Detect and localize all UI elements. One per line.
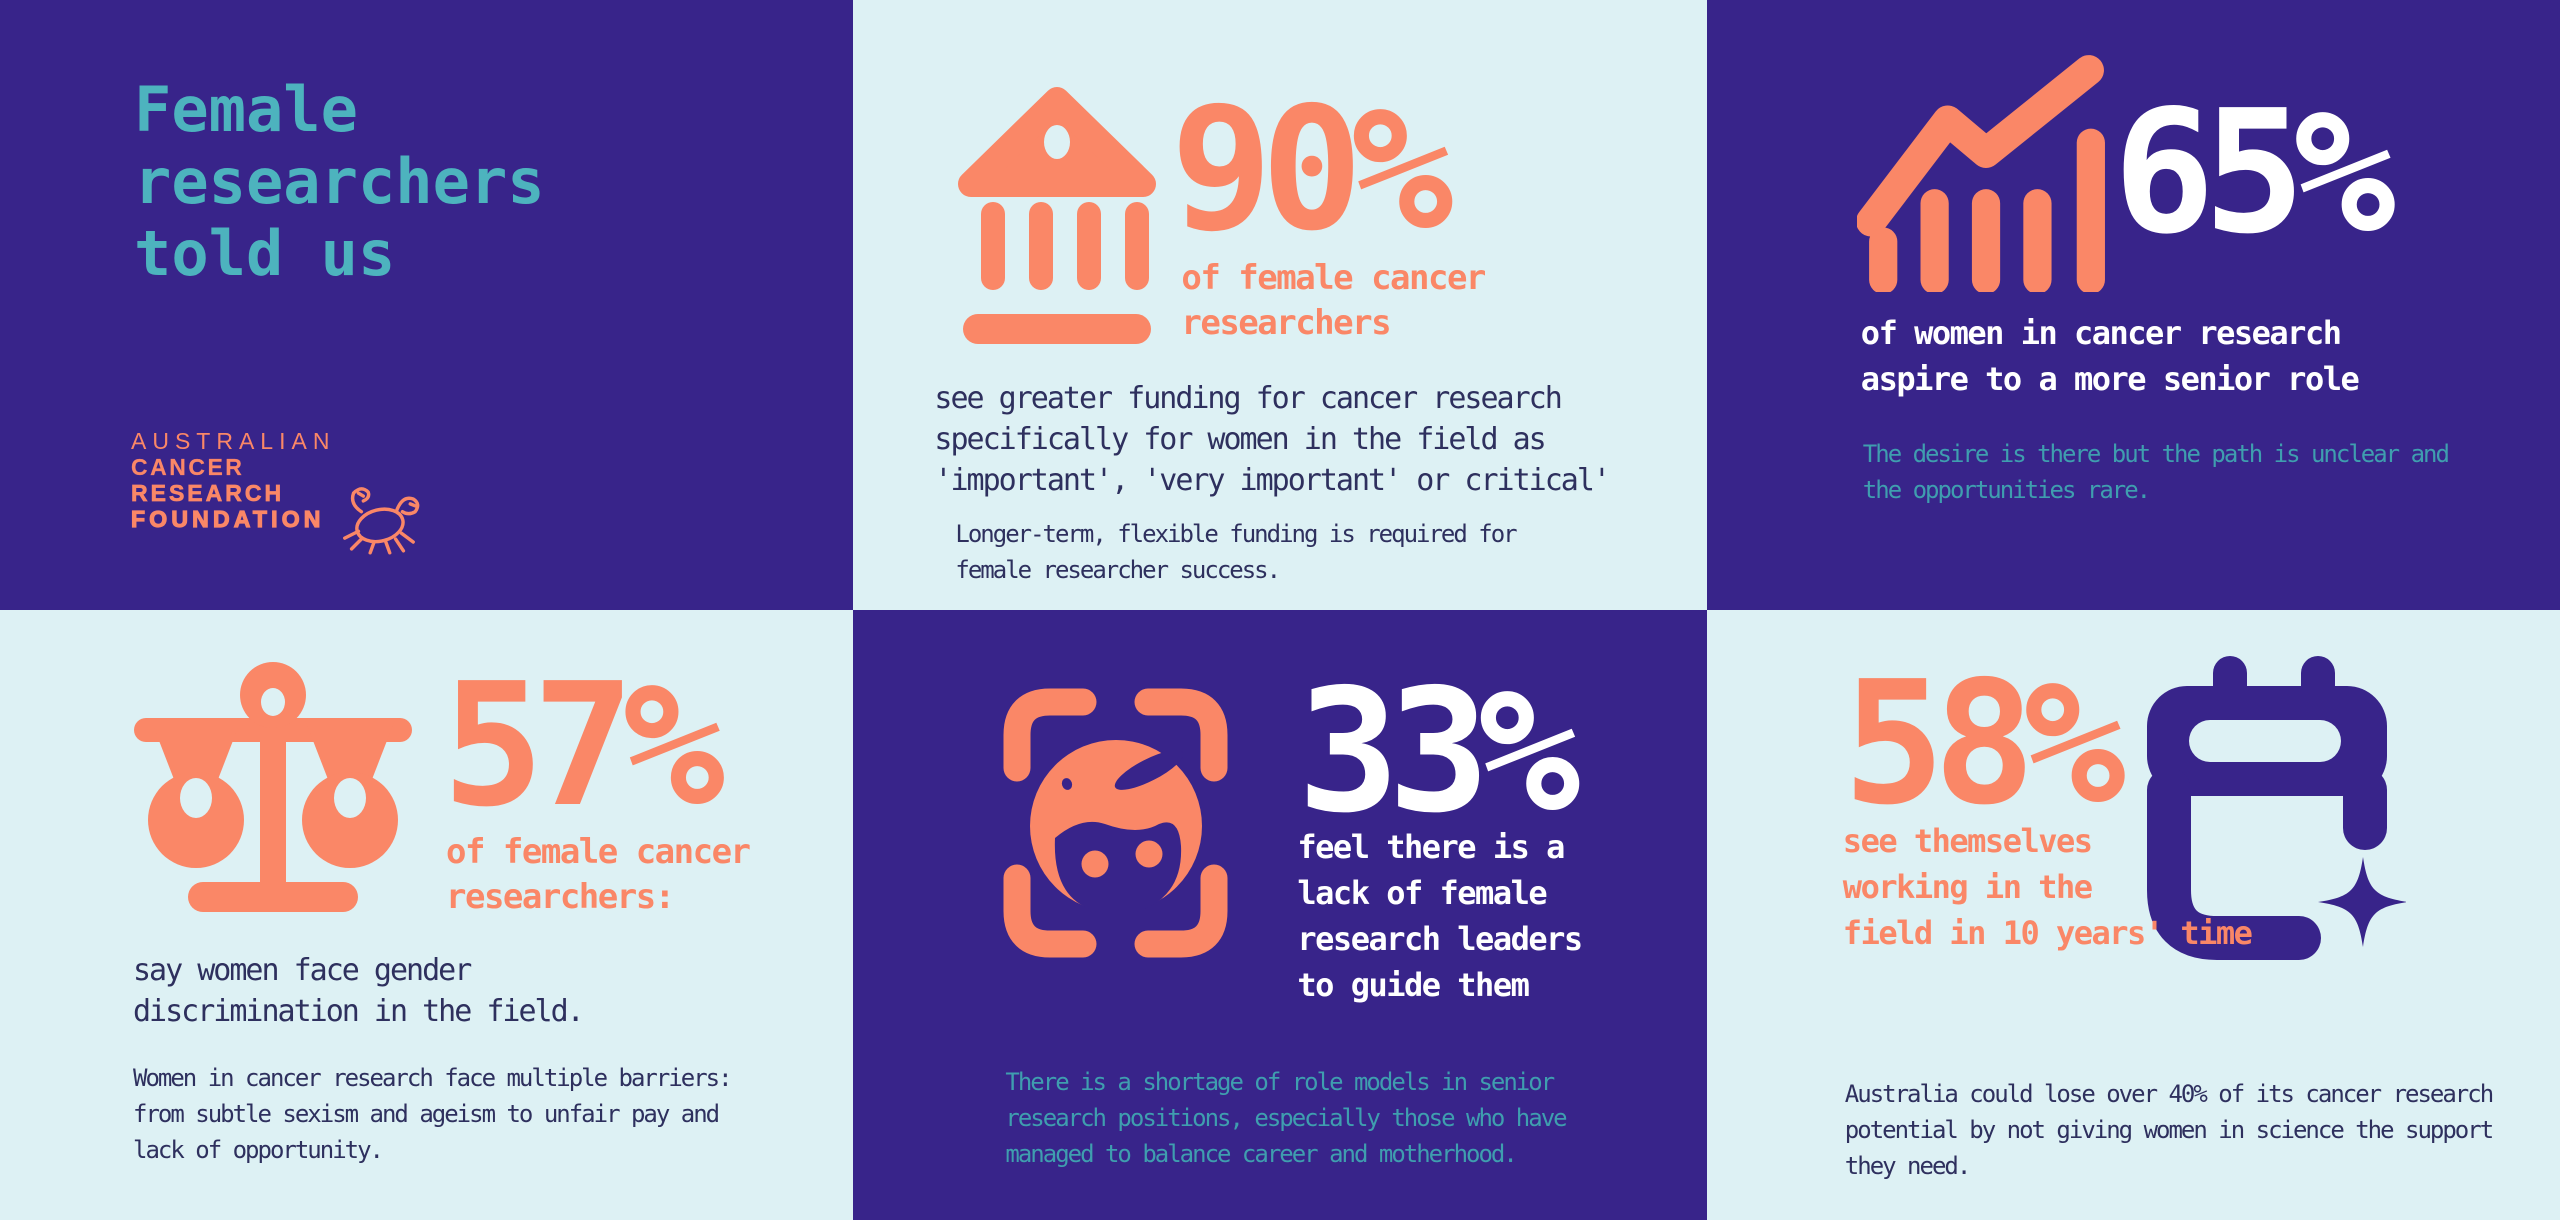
lead-line: 'important', 'very important' or critica… [934, 463, 1611, 498]
note-line: Women in cancer research face multiple b… [133, 1064, 733, 1092]
title-line: Female [134, 73, 358, 146]
note-line: the opportunities rare. [1862, 476, 2151, 504]
stat-value: 65% [2112, 74, 2396, 272]
note-line: There is a shortage of role models in se… [1005, 1068, 1555, 1096]
panel-future: 58% see themselves working in the field … [1706, 610, 2560, 1220]
lead-line: research leaders [1297, 920, 1583, 958]
note-line: they need. [1844, 1152, 1972, 1180]
stat-label-line: researchers [1181, 303, 1391, 343]
scales-icon [118, 650, 428, 915]
lead-text: say women face gender discrimination in … [133, 950, 585, 1032]
panel-intro: Female researchers told us AUSTRALIAN CA… [0, 0, 854, 610]
stat-label-line: of female cancer [1181, 258, 1486, 298]
panel-aspire: 65% of women in cancer research aspire t… [1706, 0, 2560, 610]
lead-text: of women in cancer research aspire to a … [1860, 310, 2360, 402]
note-text: The desire is there but the path is uncl… [1862, 436, 2450, 508]
stat-label: of female cancer researchers [1181, 256, 1486, 346]
note-text: There is a shortage of role models in se… [1005, 1064, 1567, 1172]
note-line: The desire is there but the path is uncl… [1862, 440, 2450, 468]
lead-line: aspire to a more senior role [1860, 360, 2360, 398]
lead-line: specifically for women in the field as [934, 422, 1546, 457]
stat-value: 57% [442, 647, 725, 845]
stat-value: 90% [1170, 71, 1453, 269]
note-line: research positions, especially those who… [1005, 1104, 1567, 1132]
note-line: potential by not giving women in science… [1844, 1116, 2494, 1144]
lead-line: feel there is a [1297, 828, 1565, 866]
note-line: lack of opportunity. [133, 1136, 384, 1164]
note-line: from subtle sexism and ageism to unfair … [133, 1100, 720, 1128]
lead-line: see themselves [1842, 822, 2093, 860]
lead-line: working in the [1842, 868, 2093, 906]
lead-text: see themselves working in the field in 1… [1842, 818, 2253, 956]
page-title: Female researchers told us [134, 74, 545, 290]
note-line: Australia could lose over 40% of its can… [1844, 1080, 2494, 1108]
logo-line: AUSTRALIAN [131, 428, 336, 454]
lead-text: see greater funding for cancer research … [934, 378, 1611, 501]
lead-line: see greater funding for cancer research [934, 381, 1562, 416]
panel-funding: 90% of female cancer researchers see gre… [853, 0, 1707, 610]
lead-line: of women in cancer research [1860, 314, 2342, 352]
lead-line: say women face gender [133, 953, 472, 988]
title-line: researchers [134, 145, 545, 218]
note-line: Longer-term, flexible funding is require… [955, 520, 1517, 548]
stat-label-line: researchers: [446, 877, 675, 917]
logo-line: CANCER [131, 454, 245, 480]
panel-discrimination: 57% of female cancer researchers: say wo… [0, 610, 854, 1220]
lead-line: field in 10 years' time [1842, 914, 2253, 952]
face-scan-icon [1003, 688, 1228, 958]
logo-line: FOUNDATION [130, 505, 325, 532]
lead-text: feel there is a lack of female research … [1297, 824, 1583, 1008]
stat-value: 33% [1297, 653, 1580, 851]
lead-line: to guide them [1297, 966, 1529, 1004]
logo-line: RESEARCH [131, 480, 285, 507]
note-line: female researcher success. [955, 556, 1281, 584]
title-line: told us [134, 217, 396, 290]
note-text: Women in cancer research face multiple b… [133, 1060, 733, 1168]
stat-label: of female cancer researchers: [446, 830, 751, 920]
trend-chart-icon [1856, 50, 2109, 292]
lead-line: lack of female [1297, 874, 1547, 912]
crab-icon [334, 484, 422, 558]
acrf-logo: AUSTRALIAN CANCER RESEARCH FOUNDATION [130, 428, 336, 533]
note-line: managed to balance career and motherhood… [1005, 1140, 1517, 1168]
stat-label-line: of female cancer [446, 832, 751, 872]
note-text: Longer-term, flexible funding is require… [955, 516, 1517, 588]
stat-value: 58% [1842, 645, 2126, 843]
lead-line: discrimination in the field. [133, 994, 585, 1029]
note-text: Australia could lose over 40% of its can… [1844, 1076, 2494, 1184]
panel-leaders: 33% feel there is a lack of female resea… [853, 610, 1707, 1220]
calendar-plus-icon [2141, 650, 2406, 985]
bank-icon [957, 84, 1157, 346]
